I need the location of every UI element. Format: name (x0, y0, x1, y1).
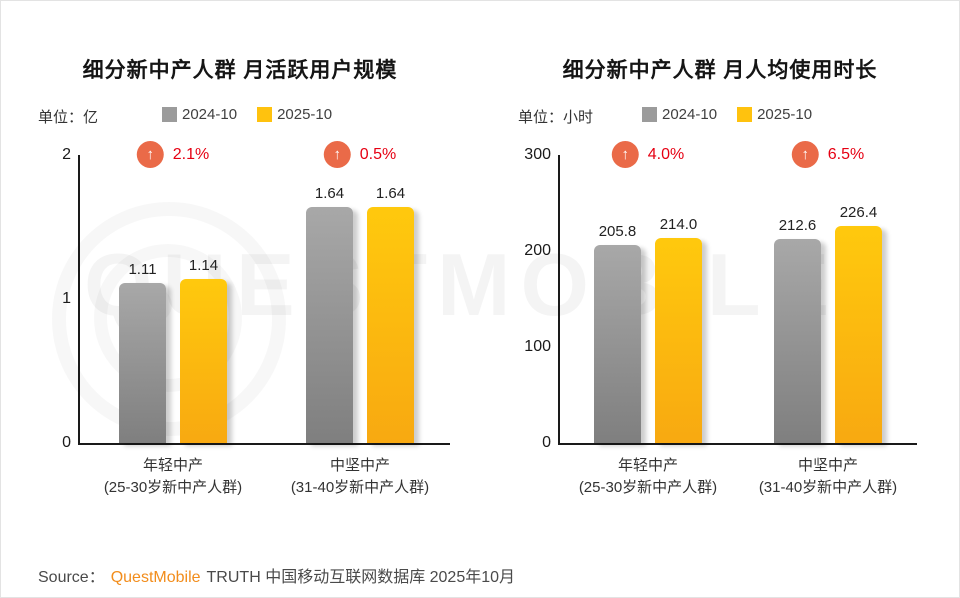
bar-value-label: 1.64 (314, 184, 345, 202)
chart-panel-mau: 细分新中产人群 月活跃用户规模 单位：亿 2024-10 2025-10 0 1 2 1… (0, 0, 480, 530)
bar-value-label: 1.64 (375, 184, 406, 202)
bar-2025-10-中坚中产 (835, 225, 882, 443)
legend-label: 2025-10 (757, 106, 813, 123)
chart-panel-usage-time: 细分新中产人群 月人均使用时长 单位：小时 2024-10 2025-10 0 10… (480, 0, 960, 530)
up-arrow-icon: ↑ (323, 141, 351, 168)
legend-swatch-icon (162, 107, 177, 122)
growth-percent: 2.1% (172, 145, 210, 163)
bar-2024-10-年轻中产 (119, 283, 166, 443)
bar-value-label: 226.4 (839, 203, 878, 221)
category-name: 年轻中产 (617, 457, 678, 474)
legend-label: 2025-10 (277, 106, 333, 123)
legend-label: 2024-10 (662, 106, 718, 123)
y-axis-tick-label: 200 (524, 242, 551, 259)
category-label: 年轻中产 (25-30岁新中产人群) (53, 455, 293, 499)
source-line: Source： QuestMobile TRUTH 中国移动互联网数据库 2025年… (38, 563, 515, 587)
legend: 2024-10 2025-10 (642, 106, 812, 123)
plot-area: 0 100 200 300 205.8 214.0 ↑ 4.0% 年轻中产 (25-30岁新中产人… (524, 141, 917, 496)
y-axis-tick-label: 300 (524, 146, 551, 163)
category-subtitle: (31-40岁新中产人群) (290, 479, 430, 496)
legend-item: 2025-10 (737, 106, 812, 123)
source-label: Source： (38, 569, 105, 586)
category-name: 中坚中产 (797, 457, 858, 474)
growth-percent: 6.5% (827, 145, 865, 163)
category-label: 中坚中产 (31-40岁新中产人群) (240, 455, 480, 499)
y-axis-tick-label: 1 (62, 290, 71, 307)
up-arrow-icon: ↑ (611, 141, 639, 168)
source-suffix: TRUTH 中国移动互联网数据库 2025年10月 (206, 569, 516, 586)
category-subtitle: (31-40岁新中产人群) (758, 479, 898, 496)
legend-swatch-icon (737, 107, 753, 122)
unit-label: 单位：小时 (518, 109, 594, 126)
chart-title: 细分新中产人群 月活跃用户规模 (82, 59, 398, 82)
bar-2025-10-中坚中产 (367, 206, 414, 443)
bar-2024-10-中坚中产 (306, 206, 353, 443)
growth-badge: ↑ 0.5% (323, 141, 397, 168)
source-brand: QuestMobile (110, 569, 201, 586)
legend-label: 2024-10 (182, 106, 238, 123)
bar-value-label: 1.14 (188, 256, 219, 274)
bar-2024-10-中坚中产 (774, 238, 821, 443)
category-subtitle: (25-30岁新中产人群) (578, 479, 718, 496)
category-name: 年轻中产 (142, 457, 203, 474)
legend-swatch-icon (257, 107, 273, 122)
legend-item: 2024-10 (162, 106, 237, 123)
y-axis-tick-label: 0 (542, 434, 551, 451)
up-arrow-icon: ↑ (136, 141, 164, 168)
legend: 2024-10 2025-10 (162, 106, 332, 123)
legend-swatch-icon (642, 107, 657, 122)
growth-percent: 0.5% (359, 145, 397, 163)
unit-label: 单位：亿 (38, 109, 99, 126)
growth-badge: ↑ 4.0% (611, 141, 685, 168)
category-subtitle: (25-30岁新中产人群) (103, 479, 243, 496)
chart-title: 细分新中产人群 月人均使用时长 (562, 59, 878, 82)
bar-2025-10-年轻中产 (180, 278, 227, 443)
growth-percent: 4.0% (647, 145, 685, 163)
category-name: 中坚中产 (329, 457, 390, 474)
bar-2024-10-年轻中产 (594, 245, 641, 443)
bar-value-label: 1.11 (128, 261, 157, 279)
bar-value-label: 212.6 (778, 216, 817, 234)
up-arrow-icon: ↑ (791, 141, 819, 168)
y-axis-tick-label: 2 (62, 146, 71, 163)
category-label: 年轻中产 (25-30岁新中产人群) (528, 455, 768, 499)
y-axis-tick-label: 100 (524, 338, 551, 355)
legend-item: 2024-10 (642, 106, 717, 123)
legend-item: 2025-10 (257, 106, 332, 123)
growth-badge: ↑ 6.5% (791, 141, 865, 168)
y-axis-tick-label: 0 (62, 434, 71, 451)
growth-badge: ↑ 2.1% (136, 141, 210, 168)
category-label: 中坚中产 (31-40岁新中产人群) (708, 455, 948, 499)
plot-area: 0 1 2 1.11 1.14 ↑ 2.1% 年轻中产 (25-30岁新中产人群) 1.64 1.6… (62, 141, 450, 496)
bar-value-label: 205.8 (598, 223, 637, 241)
bar-2025-10-年轻中产 (655, 237, 702, 443)
bar-value-label: 214.0 (659, 215, 698, 233)
